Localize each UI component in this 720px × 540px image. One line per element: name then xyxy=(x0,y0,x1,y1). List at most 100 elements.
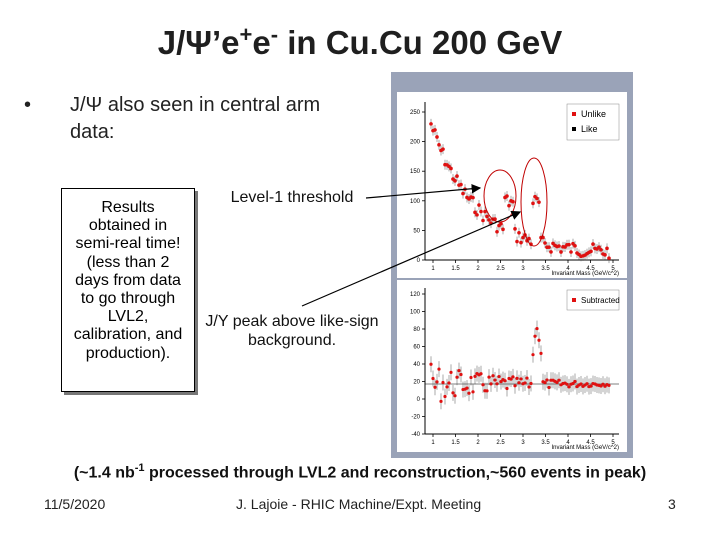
results-line: days from data xyxy=(75,271,181,289)
data-point xyxy=(467,391,471,395)
data-point xyxy=(557,244,561,248)
x-tick-label: 3.5 xyxy=(541,266,550,272)
x-tick-label: 1 xyxy=(431,440,435,446)
data-point xyxy=(589,249,593,254)
results-line: LVL2, xyxy=(107,308,149,326)
mass-spectrum-plot: 250 200 150 100 50 0 1 1.5 2 2.5 3 3.5 4 4.5 5 Unlike… xyxy=(397,92,627,278)
data-point xyxy=(513,227,517,231)
data-point xyxy=(487,218,491,222)
y-tick-label: -20 xyxy=(411,415,420,421)
data-point xyxy=(571,381,575,386)
data-point xyxy=(485,389,489,393)
y-tick-label: 0 xyxy=(417,258,421,264)
data-point xyxy=(437,367,441,371)
data-point xyxy=(573,379,577,384)
data-point xyxy=(443,394,447,399)
data-point xyxy=(535,326,539,331)
data-point xyxy=(601,382,605,386)
data-point xyxy=(477,203,481,207)
data-point xyxy=(545,378,549,382)
y-tick-label: -40 xyxy=(411,432,420,438)
x-tick-label: 1.5 xyxy=(451,266,460,272)
data-point xyxy=(461,191,465,196)
data-point xyxy=(435,135,439,139)
data-point xyxy=(483,209,487,214)
legend-box xyxy=(566,289,620,311)
y-tick-label: 120 xyxy=(410,292,421,298)
data-point xyxy=(495,382,499,386)
data-point xyxy=(465,386,469,390)
data-point xyxy=(497,374,501,379)
peak-circle-2 xyxy=(520,157,548,247)
slide-footer: J. Lajoie - RHIC Machine/Expt. Meeting xyxy=(236,496,482,512)
data-point xyxy=(543,241,547,245)
legend-subtracted: Subtracted xyxy=(581,296,620,305)
data-point xyxy=(569,250,573,254)
data-point xyxy=(555,380,559,384)
data-point xyxy=(481,383,485,387)
data-point xyxy=(605,246,609,251)
data-point xyxy=(585,382,589,386)
data-point xyxy=(429,122,433,126)
data-point xyxy=(451,391,455,395)
data-point xyxy=(527,236,531,241)
data-point xyxy=(499,221,503,226)
data-point xyxy=(535,196,539,201)
x-tick-label: 2.5 xyxy=(496,266,505,272)
data-point xyxy=(591,242,595,246)
data-point xyxy=(433,128,437,132)
data-point xyxy=(455,174,459,178)
x-tick-label: 3 xyxy=(521,440,525,446)
data-point xyxy=(597,245,601,249)
data-point xyxy=(471,390,475,394)
data-point xyxy=(501,227,505,232)
legend-like: Like xyxy=(581,124,598,134)
data-point xyxy=(527,385,531,389)
data-point xyxy=(485,214,489,219)
data-point xyxy=(557,378,561,382)
y-tick-label: 0 xyxy=(417,397,421,403)
data-point xyxy=(447,381,451,385)
x-tick-label: 4.5 xyxy=(586,440,595,446)
data-point xyxy=(513,384,517,388)
legend-marker-subtracted xyxy=(572,298,576,302)
y-tick-label: 150 xyxy=(410,169,421,175)
y-tick-label: 80 xyxy=(413,327,420,333)
data-point xyxy=(509,377,513,381)
legend-marker-unlike xyxy=(572,112,576,116)
legend-marker-like xyxy=(572,127,576,131)
legend-unlike: Unlike xyxy=(581,109,606,119)
data-point xyxy=(471,195,475,200)
y-tick-label: 250 xyxy=(410,110,421,116)
data-point xyxy=(533,334,537,338)
data-point xyxy=(525,376,529,380)
y-tick-label: 50 xyxy=(413,228,420,234)
data-point xyxy=(523,381,527,385)
data-point xyxy=(507,203,511,208)
data-point xyxy=(457,368,461,373)
x-tick-label: 4.5 xyxy=(586,266,595,272)
data-point xyxy=(493,378,497,382)
data-point xyxy=(487,375,491,379)
data-point xyxy=(503,379,507,383)
data-point xyxy=(473,210,477,215)
legend-box xyxy=(566,103,620,141)
results-line: Results xyxy=(101,199,155,216)
data-point xyxy=(567,242,571,247)
x-tick-label: 1 xyxy=(431,266,435,272)
data-point xyxy=(519,240,523,245)
mass-spectrum-svg: 250 200 150 100 50 0 1 1.5 2 2.5 3 3.5 4 4.5 5 Unlike… xyxy=(410,102,620,277)
data-point xyxy=(603,253,607,257)
data-point xyxy=(489,382,493,386)
data-point xyxy=(599,247,603,252)
data-point xyxy=(473,374,477,378)
data-point xyxy=(431,376,435,381)
results-line: semi-real time! xyxy=(75,235,181,253)
data-point xyxy=(573,244,577,248)
x-axis-label: Invariant Mass (GeV/c^2) xyxy=(551,445,619,451)
data-point xyxy=(531,201,535,206)
data-point xyxy=(543,381,547,385)
data-point xyxy=(511,375,515,379)
x-tick-label: 5 xyxy=(611,266,615,272)
